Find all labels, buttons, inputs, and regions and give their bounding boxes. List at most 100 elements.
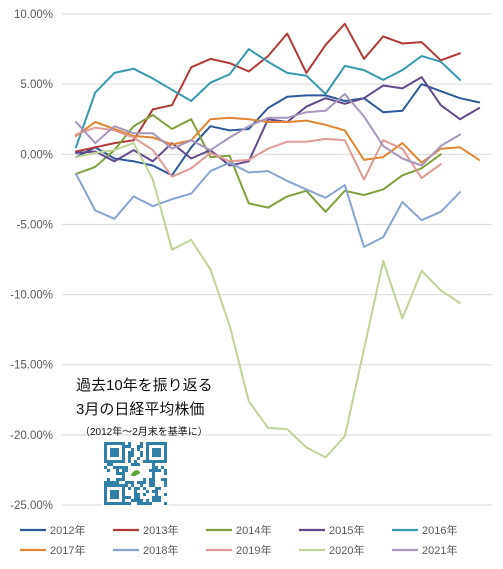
qr-module — [152, 442, 155, 445]
qr-module — [140, 451, 143, 454]
qr-module — [146, 442, 149, 445]
qr-module — [143, 460, 146, 463]
qr-module — [122, 442, 125, 445]
qr-module — [104, 487, 107, 490]
qr-module — [161, 442, 164, 445]
qr-module — [125, 496, 128, 499]
qr-module — [122, 472, 125, 475]
qr-module — [110, 451, 113, 454]
qr-module — [131, 484, 134, 487]
qr-module — [146, 490, 149, 493]
qr-module — [104, 490, 107, 493]
qr-module — [116, 502, 119, 505]
qr-module — [152, 478, 155, 481]
qr-module — [104, 481, 107, 484]
qr-module — [119, 442, 122, 445]
qr-module — [110, 496, 113, 499]
qr-module — [152, 469, 155, 472]
qr-module — [113, 493, 116, 496]
qr-module — [164, 457, 167, 460]
qr-module — [143, 493, 146, 496]
qr-module — [152, 484, 155, 487]
qr-module — [104, 493, 107, 496]
qr-module — [116, 496, 119, 499]
y-tick-label: 0.00% — [20, 149, 53, 161]
qr-module — [104, 484, 107, 487]
qr-module — [122, 448, 125, 451]
qr-module — [104, 460, 107, 463]
qr-module — [161, 460, 164, 463]
qr-module — [164, 448, 167, 451]
qr-module — [107, 502, 110, 505]
legend-label: 2018年 — [143, 543, 178, 557]
qr-module — [158, 460, 161, 463]
qr-module — [164, 484, 167, 487]
qr-code-icon — [102, 440, 169, 507]
qr-module — [110, 460, 113, 463]
qr-module — [161, 466, 164, 469]
qr-module — [158, 469, 161, 472]
qr-module — [155, 451, 158, 454]
series-line — [75, 126, 442, 181]
qr-module — [122, 457, 125, 460]
qr-module — [134, 493, 137, 496]
qr-module — [125, 466, 128, 469]
qr-module — [107, 463, 110, 466]
qr-module — [113, 442, 116, 445]
y-tick-label: -15.00% — [10, 360, 53, 372]
qr-module — [140, 502, 143, 505]
qr-module — [137, 463, 140, 466]
qr-module — [152, 466, 155, 469]
qr-module — [128, 442, 131, 445]
qr-module — [158, 451, 161, 454]
qr-module — [146, 445, 149, 448]
qr-module — [113, 454, 116, 457]
qr-module — [164, 451, 167, 454]
qr-module — [128, 445, 131, 448]
qr-module — [104, 457, 107, 460]
qr-module — [104, 499, 107, 502]
y-tick-label: -5.00% — [17, 219, 53, 231]
qr-module — [122, 469, 125, 472]
qr-module — [122, 484, 125, 487]
qr-module — [137, 502, 140, 505]
qr-module — [116, 478, 119, 481]
qr-module — [152, 472, 155, 475]
qr-module — [158, 442, 161, 445]
qr-module — [146, 499, 149, 502]
qr-module — [125, 445, 128, 448]
qr-module — [122, 466, 125, 469]
qr-module — [113, 496, 116, 499]
qr-module — [152, 451, 155, 454]
y-tick-label: -20.00% — [10, 430, 53, 442]
qr-module — [110, 481, 113, 484]
qr-module — [116, 451, 119, 454]
qr-module — [116, 484, 119, 487]
y-tick-label: 5.00% — [20, 79, 53, 91]
y-tick-label: -25.00% — [10, 500, 53, 512]
qr-module — [155, 448, 158, 451]
qr-module — [128, 487, 131, 490]
annotation-title-line1: 過去10年を振り返る — [76, 377, 213, 394]
qr-module — [128, 481, 131, 484]
qr-module — [134, 499, 137, 502]
qr-module — [164, 502, 167, 505]
qr-module — [104, 451, 107, 454]
qr-module — [119, 460, 122, 463]
qr-module — [116, 490, 119, 493]
qr-module — [137, 457, 140, 460]
qr-module — [128, 496, 131, 499]
qr-module — [143, 502, 146, 505]
legend-label: 2021年 — [422, 543, 457, 557]
qr-module — [113, 460, 116, 463]
qr-module — [107, 484, 110, 487]
qr-module — [110, 463, 113, 466]
qr-module — [110, 454, 113, 457]
qr-module — [152, 475, 155, 478]
qr-module — [116, 466, 119, 469]
qr-module — [119, 484, 122, 487]
qr-module — [152, 448, 155, 451]
qr-module — [143, 478, 146, 481]
